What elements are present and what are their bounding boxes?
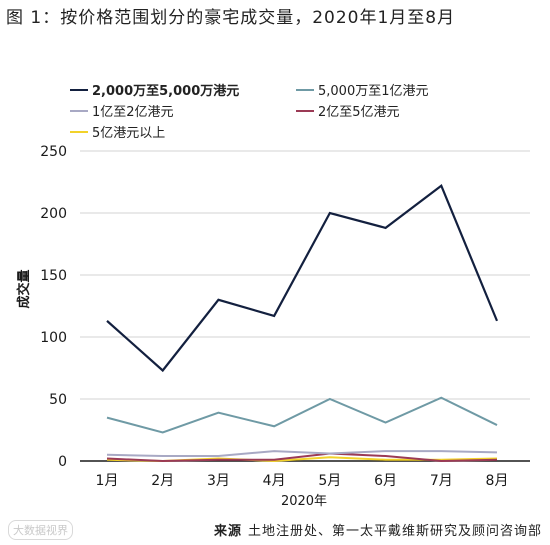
series-line bbox=[106, 452, 498, 463]
chart-title: 图 1：按价格范围划分的豪宅成交量，2020年1月至8月 bbox=[6, 8, 456, 28]
watermark-logo: 大数据视界 bbox=[8, 520, 73, 540]
series-line bbox=[106, 450, 498, 458]
y-tick-label: 0 bbox=[58, 454, 67, 470]
y-tick-label: 250 bbox=[40, 144, 67, 160]
x-tick-label: 2月 bbox=[151, 473, 174, 489]
series-lines bbox=[106, 183, 499, 463]
y-tick-label: 50 bbox=[49, 392, 67, 408]
x-tick-label: 5月 bbox=[318, 473, 341, 489]
x-tick-label: 4月 bbox=[263, 473, 286, 489]
source-text: 土地注册处、第一太平戴维斯研究及顾问咨询部 bbox=[247, 524, 542, 539]
source-label: 来源 bbox=[213, 524, 242, 539]
y-tick-label: 150 bbox=[40, 268, 67, 284]
x-tick-label: 3月 bbox=[207, 473, 230, 489]
y-tick-label: 100 bbox=[40, 330, 67, 346]
y-tick-label: 200 bbox=[40, 206, 67, 222]
y-axis-ticks: 0 50 100 150 200 250 bbox=[40, 144, 67, 470]
series-line bbox=[106, 183, 499, 373]
source-note: 来源 土地注册处、第一太平戴维斯研究及顾问咨询部 bbox=[214, 520, 542, 539]
x-tick-label: 6月 bbox=[374, 473, 397, 489]
x-axis-label: 2020年 bbox=[281, 494, 327, 509]
series-line bbox=[106, 396, 498, 434]
y-axis-label: 成交量 bbox=[16, 269, 32, 308]
gridlines bbox=[80, 150, 530, 462]
x-tick-label: 7月 bbox=[430, 473, 453, 489]
x-tick-label: 1月 bbox=[96, 473, 119, 489]
x-axis-ticks: 1月 2月 3月 4月 5月 6月 7月 8月 bbox=[96, 473, 509, 489]
x-tick-label: 8月 bbox=[486, 473, 509, 489]
